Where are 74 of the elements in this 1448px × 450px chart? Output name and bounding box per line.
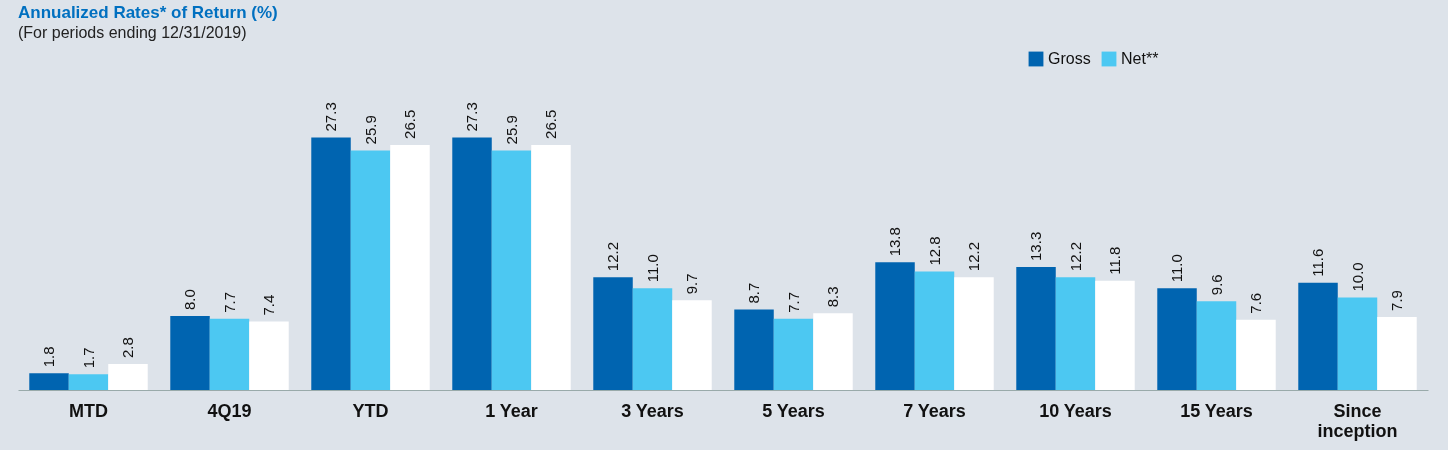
bar [209,318,250,390]
data-label: 13.3 [1027,231,1045,261]
data-label: 25.9 [361,115,379,145]
bar [1095,280,1135,390]
data-label: 11.0 [643,254,661,283]
bar [813,313,853,390]
data-label: 11.8 [1105,246,1123,275]
data-label: 1.8 [40,346,58,368]
x-tick-label: Since inception [1317,400,1398,441]
bar [1157,288,1197,390]
legend-label: Net** [1121,50,1159,67]
data-label: 26.5 [541,109,559,139]
x-tick-label: 10 Years [1039,400,1112,421]
data-label: 11.6 [1309,248,1327,277]
data-label: 25.9 [502,115,520,145]
data-label: 12.8 [925,236,943,266]
data-label: 2.8 [118,337,136,359]
data-label: 12.2 [1066,241,1084,272]
chart-subtitle: (For periods ending 12/31/2019) [18,24,247,42]
x-tick-label: 4Q19 [207,400,252,421]
x-tick-label: MTD [69,400,108,421]
bar [914,271,955,390]
chart-title: Annualized Rates* of Return (%) [18,3,278,23]
legend-label: Gross [1048,50,1091,67]
bar [452,137,492,390]
bar [390,144,430,390]
bar [1196,301,1237,390]
bar [491,150,532,390]
bar [875,262,915,390]
bar [632,288,673,390]
data-label: 27.3 [322,102,340,132]
bar [773,318,814,390]
bar [672,300,712,390]
data-label: 12.2 [964,241,982,272]
data-label: 10.0 [1348,262,1366,292]
x-tick-label: 7 Years [903,400,966,421]
data-label: 7.7 [220,291,238,313]
data-label: 8.3 [823,286,841,308]
bar [1055,277,1096,390]
x-tick-label: 3 Years [621,400,684,421]
data-label: 1.7 [79,347,97,369]
data-label: 7.9 [1387,290,1405,311]
bar [350,150,391,390]
data-label: 9.7 [682,273,700,295]
data-label: 12.2 [604,241,622,272]
data-label: 9.6 [1207,274,1225,296]
bar [68,374,109,390]
bar [29,373,69,390]
bar [593,277,633,390]
x-tick-label: 1 Year [485,400,538,421]
data-label: 13.8 [886,227,904,257]
bar [1377,316,1417,390]
data-label: 26.5 [400,109,418,139]
x-tick-label: YTD [352,400,389,421]
data-label: 11.0 [1168,254,1186,283]
bar [170,316,210,390]
x-tick-label: 15 Years [1180,400,1253,421]
data-label: 8.0 [181,289,199,310]
bar [249,321,289,390]
bar [734,309,774,390]
bar [531,144,571,390]
data-label: 27.3 [463,102,481,132]
bar [1337,297,1378,390]
bar [1016,266,1056,390]
data-label: 8.7 [745,282,763,304]
bar [954,277,994,390]
bar [108,364,148,390]
bar [1236,319,1276,390]
bar [1298,282,1338,390]
data-label: 7.7 [784,291,802,313]
x-tick-label: 5 Years [762,400,825,421]
data-label: 7.6 [1246,292,1264,314]
bar [311,137,351,390]
data-label: 7.4 [259,294,277,316]
